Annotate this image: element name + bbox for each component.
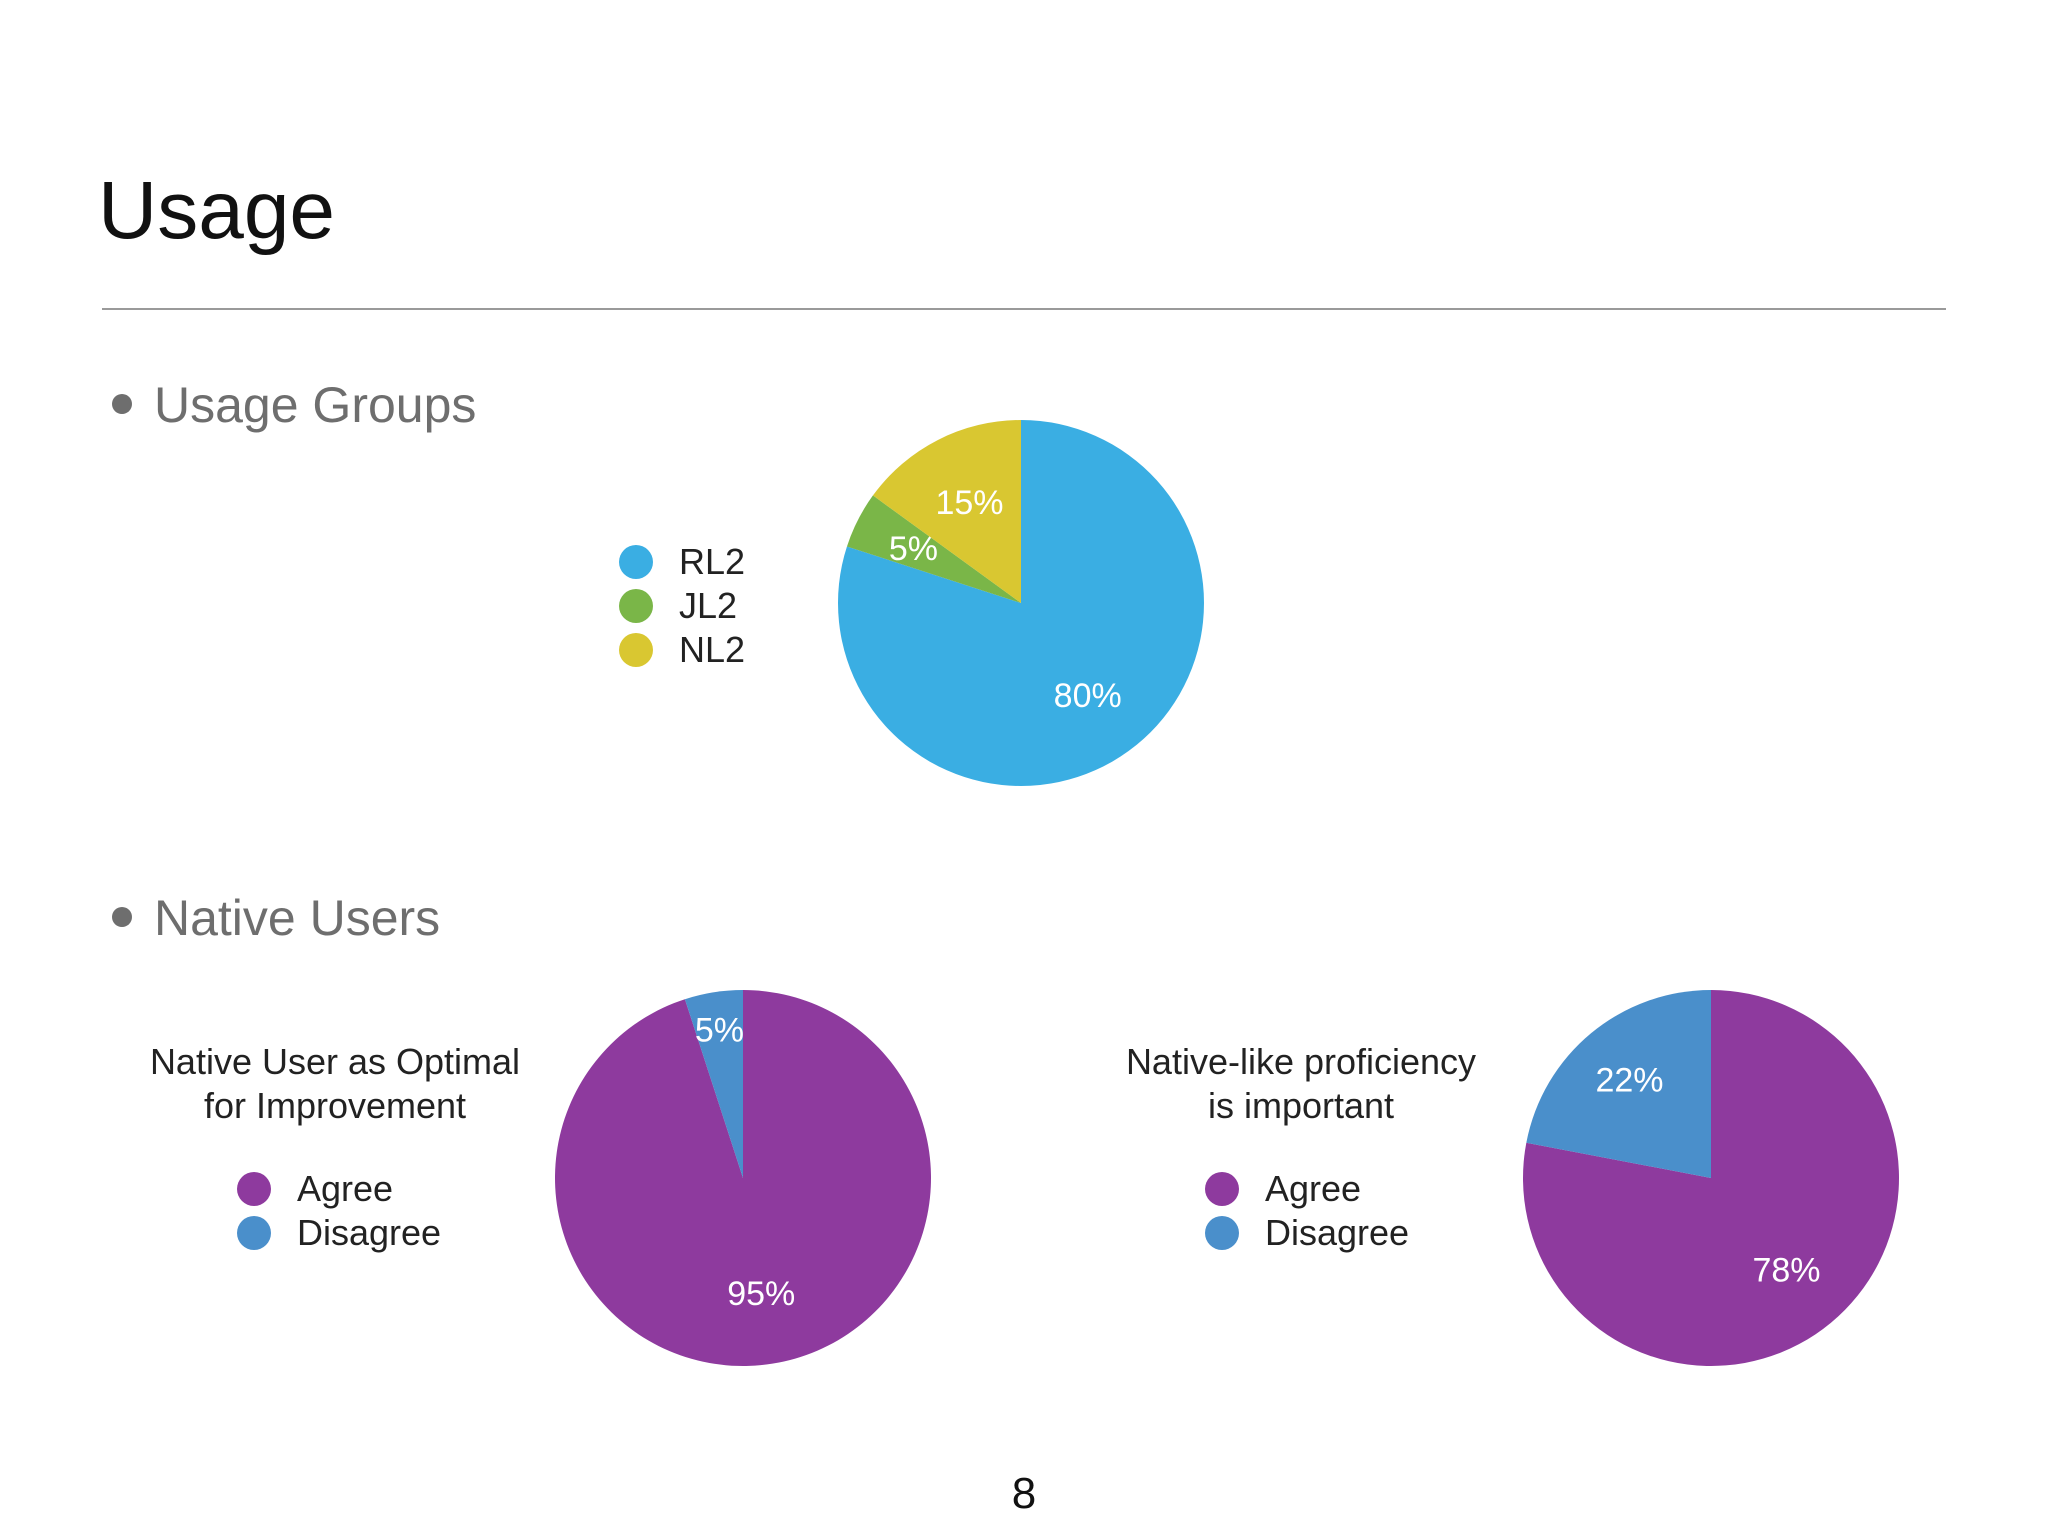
legend-item: JL2: [619, 584, 745, 628]
bullet-text: Native Users: [154, 890, 441, 946]
chart-caption: Native User as Optimal for Improvement: [135, 1040, 535, 1128]
legend-swatch-icon: [1205, 1172, 1239, 1206]
legend-label: RL2: [679, 541, 746, 582]
pie-slice-nl2: [872, 420, 1021, 603]
legend-item: Disagree: [1205, 1211, 1409, 1255]
caption-line: Native User as Optimal: [149, 1041, 521, 1082]
pie-data-label: 15%: [935, 484, 1003, 522]
legend-label: Disagree: [297, 1212, 442, 1253]
pie-data-label: 78%: [1752, 1251, 1820, 1289]
legend-swatch-icon: [619, 589, 653, 623]
legend-swatch-icon: [619, 545, 653, 579]
slide-title: Usage: [98, 165, 336, 256]
legend-item: Agree: [237, 1167, 441, 1211]
pie-data-label: 22%: [1595, 1061, 1663, 1099]
pie-chart-native-like-proficiency: 78% 22%: [1523, 990, 1899, 1366]
legend-native-like-proficiency: Agree Disagree: [1205, 1167, 1409, 1255]
legend-item: NL2: [619, 628, 745, 672]
pie-data-label: 5%: [695, 1011, 744, 1049]
pie-chart-native-user-optimal: 95% 5%: [555, 990, 931, 1366]
legend-item: Disagree: [237, 1211, 441, 1255]
bullet-native-users: Native Users: [112, 893, 440, 943]
pie-chart-usage-groups: 80%5%15%: [838, 420, 1204, 786]
bullet-text: Usage Groups: [154, 377, 477, 433]
legend-label: Disagree: [1265, 1212, 1410, 1253]
legend-swatch-icon: [237, 1216, 271, 1250]
legend-item: Agree: [1205, 1167, 1409, 1211]
page-number: 8: [1011, 1469, 1037, 1518]
chart-caption: Native-like proficiency is important: [1101, 1040, 1501, 1128]
bullet-dot-icon: [112, 394, 132, 414]
legend-swatch-icon: [1205, 1216, 1239, 1250]
legend-label: NL2: [679, 629, 746, 670]
legend-label: Agree: [1265, 1168, 1362, 1209]
bullet-usage-groups: Usage Groups: [112, 380, 476, 430]
legend-native-user-optimal: Agree Disagree: [237, 1167, 441, 1255]
pie-data-label: 80%: [1054, 677, 1122, 715]
legend-usage-groups: RL2 JL2 NL2: [619, 540, 745, 672]
bullet-dot-icon: [112, 907, 132, 927]
legend-label: JL2: [679, 585, 738, 626]
caption-line: is important: [1207, 1085, 1395, 1126]
pie-slice-jl2: [846, 495, 1021, 603]
legend-item: RL2: [619, 540, 745, 584]
pie-data-label: 95%: [727, 1275, 795, 1313]
pie-slice-disagree: [1526, 990, 1711, 1178]
legend-swatch-icon: [237, 1172, 271, 1206]
legend-label: Agree: [297, 1168, 394, 1209]
legend-swatch-icon: [619, 633, 653, 667]
caption-line: for Improvement: [203, 1085, 467, 1126]
caption-line: Native-like proficiency: [1125, 1041, 1477, 1082]
title-divider: [102, 308, 1946, 310]
pie-slice-disagree: [684, 990, 743, 1178]
